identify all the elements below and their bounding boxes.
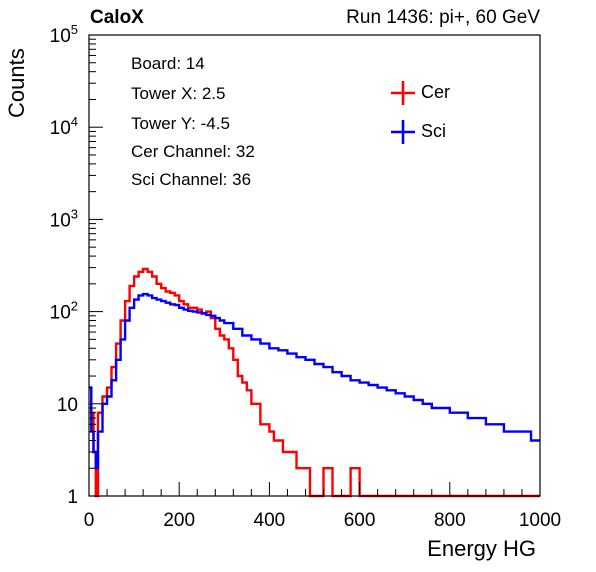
x-tick-label: 400 — [254, 510, 286, 531]
info-tower-x: Tower X: 2.5 — [131, 84, 226, 103]
y-tick-label: 105 — [50, 22, 78, 47]
histogram-traces — [89, 267, 540, 498]
tick-labels: 0 200 400 600 800 1000 1 10 102 103 104 105 — [50, 22, 562, 531]
x-tick-label: 800 — [434, 510, 466, 531]
series-cer-line — [89, 267, 540, 498]
info-board: Board: 14 — [131, 54, 205, 73]
y-tick-label: 10 — [57, 395, 78, 416]
x-tick-label: 1000 — [519, 510, 561, 531]
legend-markers — [391, 81, 415, 144]
y-tick-label: 102 — [50, 299, 78, 324]
y-tick-label: 103 — [50, 206, 78, 231]
y-tick-label: 1 — [67, 487, 78, 508]
series-sci-line — [89, 292, 540, 470]
plot-frame — [88, 34, 541, 497]
info-cer-channel: Cer Channel: 32 — [131, 142, 255, 161]
info-sci-channel: Sci Channel: 36 — [131, 170, 252, 189]
legend-label-sci: Sci — [421, 121, 447, 141]
legend-label-cer: Cer — [421, 82, 451, 102]
info-tower-y: Tower Y: -4.5 — [131, 114, 230, 133]
y-tick-label: 104 — [50, 114, 78, 139]
x-tick-label: 0 — [84, 510, 95, 531]
axis-ticks — [88, 34, 541, 497]
brand-label: CaloX — [90, 7, 144, 28]
axis-frame — [88, 34, 541, 497]
y-axis-title: Counts — [4, 48, 29, 118]
x-tick-label: 200 — [163, 510, 195, 531]
run-label: Run 1436: pi+, 60 GeV — [346, 7, 540, 28]
x-tick-label: 600 — [344, 510, 376, 531]
x-axis-title: Energy HG — [427, 536, 536, 561]
